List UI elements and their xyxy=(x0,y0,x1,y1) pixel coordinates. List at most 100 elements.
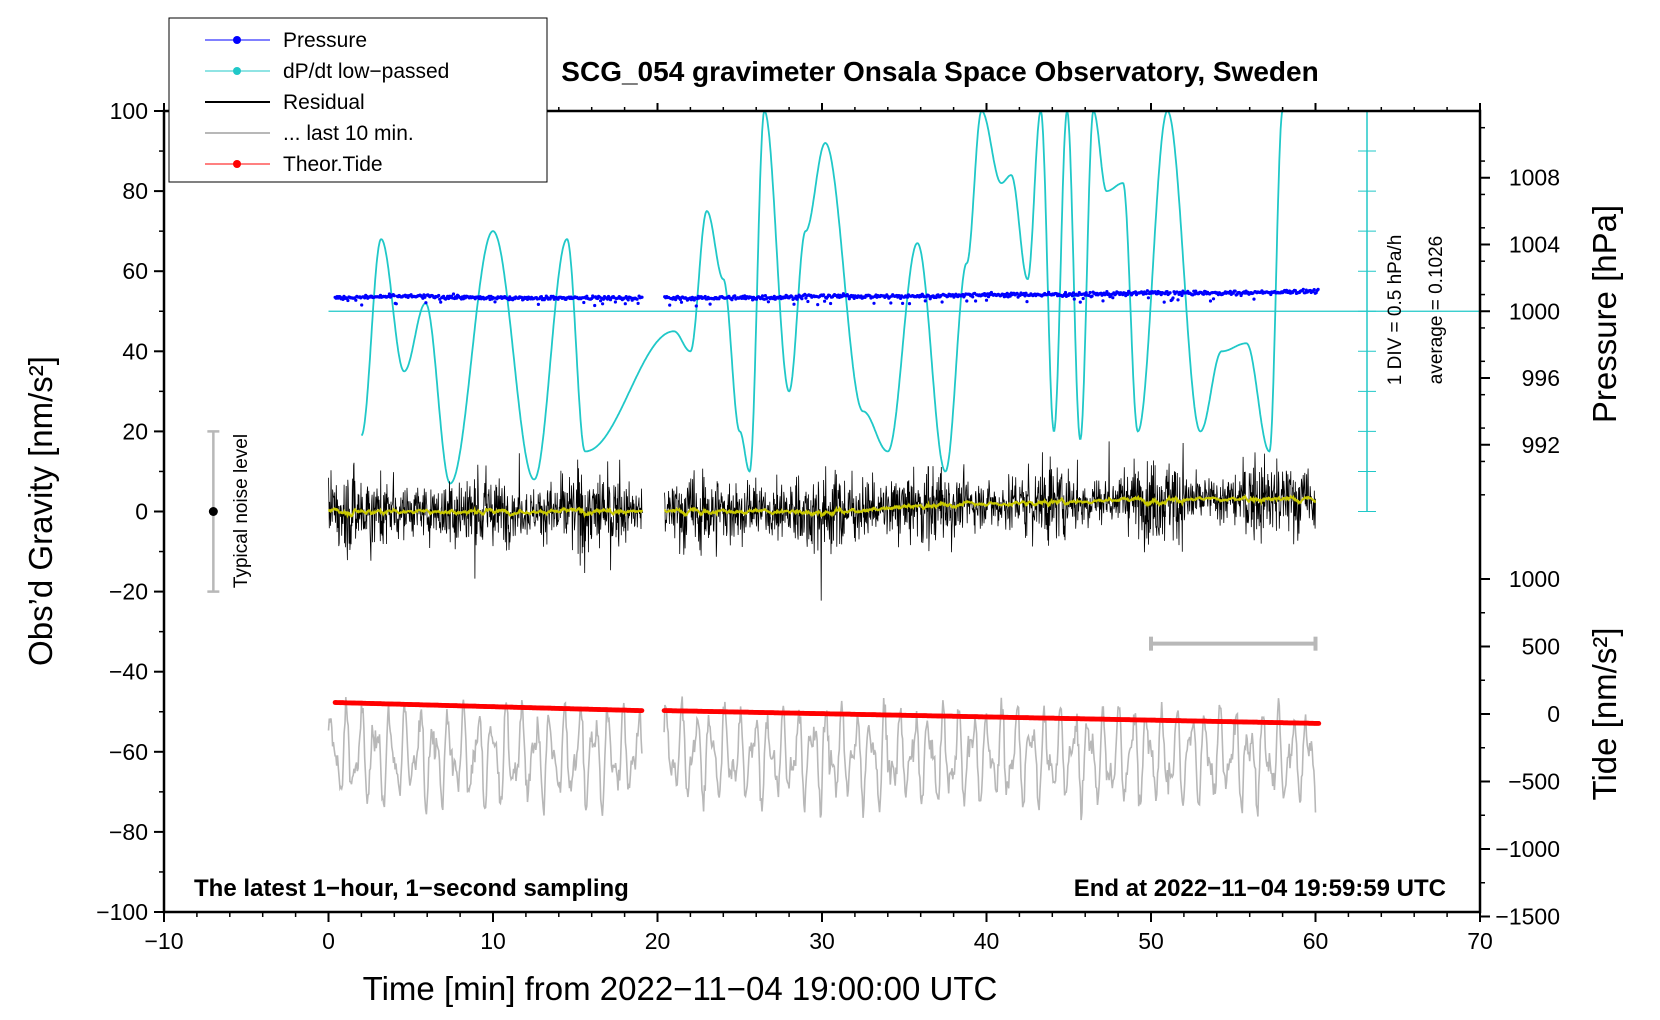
pressure-point xyxy=(601,302,605,306)
y-tick-label: −80 xyxy=(109,819,148,845)
pressure-point xyxy=(823,299,827,303)
legend-marker-tide xyxy=(233,160,241,168)
pressure-point xyxy=(804,296,808,300)
pressure-point xyxy=(940,300,944,304)
pressure-point xyxy=(1025,300,1029,304)
pressure-point xyxy=(1144,292,1148,296)
tide-tick-label: −1000 xyxy=(1495,836,1560,862)
x-tick-label: 70 xyxy=(1467,928,1493,954)
pressure-point xyxy=(1146,296,1150,300)
chart-title: SCG_054 gravimeter Onsala Space Observat… xyxy=(561,56,1318,87)
pressure-point xyxy=(974,299,978,303)
x-tick-label: 30 xyxy=(809,928,835,954)
pressure-point xyxy=(1070,294,1074,298)
pressure-point xyxy=(790,295,794,299)
last10-trace xyxy=(327,696,1317,821)
dpdt-curve xyxy=(360,109,1284,485)
noise-level-label: Typical noise level xyxy=(231,434,252,588)
pressure-tick-label: 992 xyxy=(1522,432,1560,458)
pressure-point xyxy=(613,300,618,304)
pressure-point xyxy=(907,302,912,306)
note-end-time: End at 2022−11−04 19:59:59 UTC xyxy=(1074,875,1446,902)
pressure-point xyxy=(354,298,358,302)
pressure-point xyxy=(1088,290,1092,295)
pressure-point xyxy=(806,299,810,304)
pressure-point xyxy=(1076,293,1080,297)
pressure-point xyxy=(679,300,684,304)
tide-tick-label: 500 xyxy=(1522,634,1560,660)
pressure-point xyxy=(733,294,737,298)
tide-tick-label: 0 xyxy=(1547,701,1560,727)
pressure-point xyxy=(965,299,969,303)
pressure-point xyxy=(360,303,364,307)
legend-label-tide: Theor.Tide xyxy=(283,153,383,176)
ticks-layer: −10 0 10 20 30 40 50 60 70100806040200−20−40−60−… xyxy=(96,98,1560,954)
pressure-point xyxy=(1293,289,1297,293)
x-tick-label: 40 xyxy=(974,928,1000,954)
pressure-point xyxy=(1316,287,1320,291)
tide-tick-label: −500 xyxy=(1508,769,1560,795)
pressure-point xyxy=(1111,296,1115,300)
y-tick-label: −40 xyxy=(109,659,148,685)
y-axis-label: Obs’d Gravity [nm/s²] xyxy=(22,356,59,666)
pressure-point xyxy=(829,301,833,306)
pressure-point xyxy=(1252,297,1256,301)
pressure-point xyxy=(387,292,391,296)
pressure-point xyxy=(640,295,644,299)
pressure-point xyxy=(760,294,765,298)
pressure-point xyxy=(766,300,771,304)
y-tick-label: −20 xyxy=(109,579,148,605)
data-layer xyxy=(207,109,1480,821)
pressure-point xyxy=(536,302,541,306)
pressure-point xyxy=(394,302,398,306)
legend-box xyxy=(168,17,548,183)
tide-tick-label: −1500 xyxy=(1495,904,1560,930)
x-tick-label: 60 xyxy=(1303,928,1329,954)
pressure-tick-label: 996 xyxy=(1522,365,1560,391)
pressure-point xyxy=(1024,291,1028,295)
pressure-point xyxy=(424,301,428,305)
pressure-point xyxy=(1023,294,1027,298)
pressure-point xyxy=(674,298,678,302)
tide-point xyxy=(639,708,645,713)
tide-axis-label: Tide [nm/s²] xyxy=(1586,628,1623,801)
pressure-point xyxy=(905,295,910,299)
x-tick-label: −10 xyxy=(144,928,183,954)
pressure-point xyxy=(708,302,712,306)
pressure-point xyxy=(1101,299,1105,303)
pressure-point xyxy=(703,294,707,299)
pressure-tick-label: 1008 xyxy=(1509,165,1560,191)
note-sampling: The latest 1−hour, 1−second sampling xyxy=(194,875,629,902)
pressure-point xyxy=(422,293,426,297)
pressure-point xyxy=(423,295,427,299)
pressure-point xyxy=(1063,290,1068,295)
pressure-point xyxy=(889,301,893,305)
legend-label-last10: ... last 10 min. xyxy=(283,122,414,145)
legend-marker-dpdt xyxy=(233,67,241,75)
legend-label-dpdt: dP/dt low−passed xyxy=(283,60,449,83)
pressure-point xyxy=(593,303,597,308)
pressure-point xyxy=(1105,290,1109,294)
pressure-point xyxy=(1078,300,1082,304)
pressure-point xyxy=(1202,292,1206,296)
pressure-point xyxy=(1100,293,1104,297)
tide-point xyxy=(1316,721,1322,726)
pressure-point xyxy=(694,304,698,308)
dpdt-average-label: average = 0.1026 xyxy=(1426,236,1447,384)
x-tick-label: 20 xyxy=(645,928,671,954)
legend-marker-pressure xyxy=(233,36,241,44)
x-tick-label: 10 xyxy=(480,928,506,954)
pressure-point xyxy=(986,295,991,299)
pressure-point xyxy=(1081,296,1085,301)
tide-tick-label: 1000 xyxy=(1509,566,1560,592)
noise-center-dot xyxy=(208,507,218,516)
pressure-point xyxy=(346,298,350,303)
y-tick-label: 60 xyxy=(122,258,148,284)
y-tick-label: 100 xyxy=(110,98,148,124)
pressure-point xyxy=(1084,291,1088,295)
x-tick-label: 0 xyxy=(322,928,335,954)
pressure-point xyxy=(971,295,975,299)
pressure-point xyxy=(1171,296,1175,300)
pressure-point xyxy=(678,297,683,302)
